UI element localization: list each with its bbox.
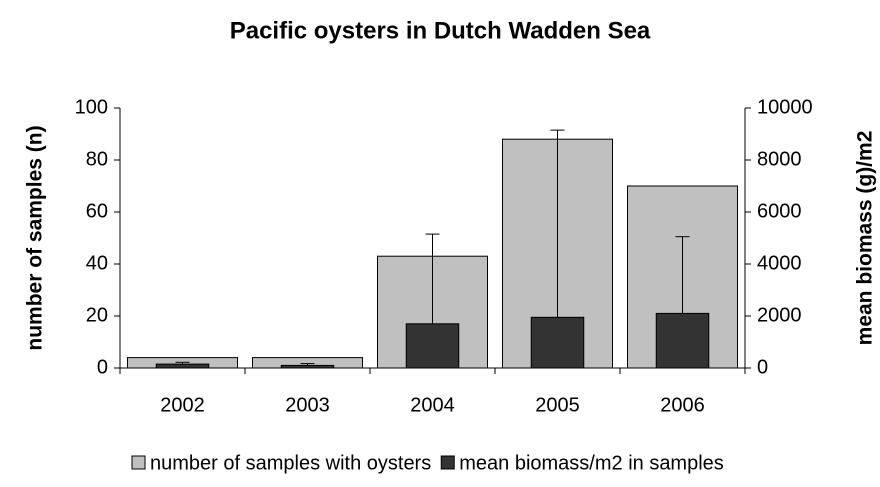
y2-tick-label: 4000 [757,252,802,274]
x-tick-label: 2002 [160,394,205,416]
error-bar [300,363,315,366]
error-bar [675,236,690,314]
y-tick-label: 20 [86,304,108,326]
y-tick-label: 0 [97,356,108,378]
x-tick-label: 2005 [535,394,580,416]
y2-tick-label: 10000 [757,96,813,118]
y2-tick-label: 2000 [757,304,802,326]
y-tick-label: 60 [86,200,108,222]
legend-label: number of samples with oysters [150,452,431,474]
error-bar [425,233,440,324]
y2-tick-label: 8000 [757,148,802,170]
y-axis-title: number of samples (n) [24,125,47,350]
chart-title: Pacific oysters in Dutch Wadden Sea [230,17,651,44]
y-tick-label: 40 [86,252,108,274]
y2-axis-title: mean biomass (g)/m2 [854,131,877,346]
error-bar [175,361,190,365]
y-tick-label: 100 [75,96,108,118]
bar [405,323,460,369]
error-bar [550,129,565,318]
bar [530,316,585,369]
x-tick-label: 2006 [660,394,705,416]
y-tick-label: 80 [86,148,108,170]
y2-tick-label: 0 [757,356,768,378]
x-tick-label: 2004 [410,394,455,416]
bar [655,312,710,369]
legend-label: mean biomass/m2 in samples [459,452,724,474]
legend-swatch [440,455,455,470]
legend-swatch [131,455,146,470]
x-tick-label: 2003 [285,394,330,416]
y2-tick-label: 6000 [757,200,802,222]
bar [155,363,210,369]
